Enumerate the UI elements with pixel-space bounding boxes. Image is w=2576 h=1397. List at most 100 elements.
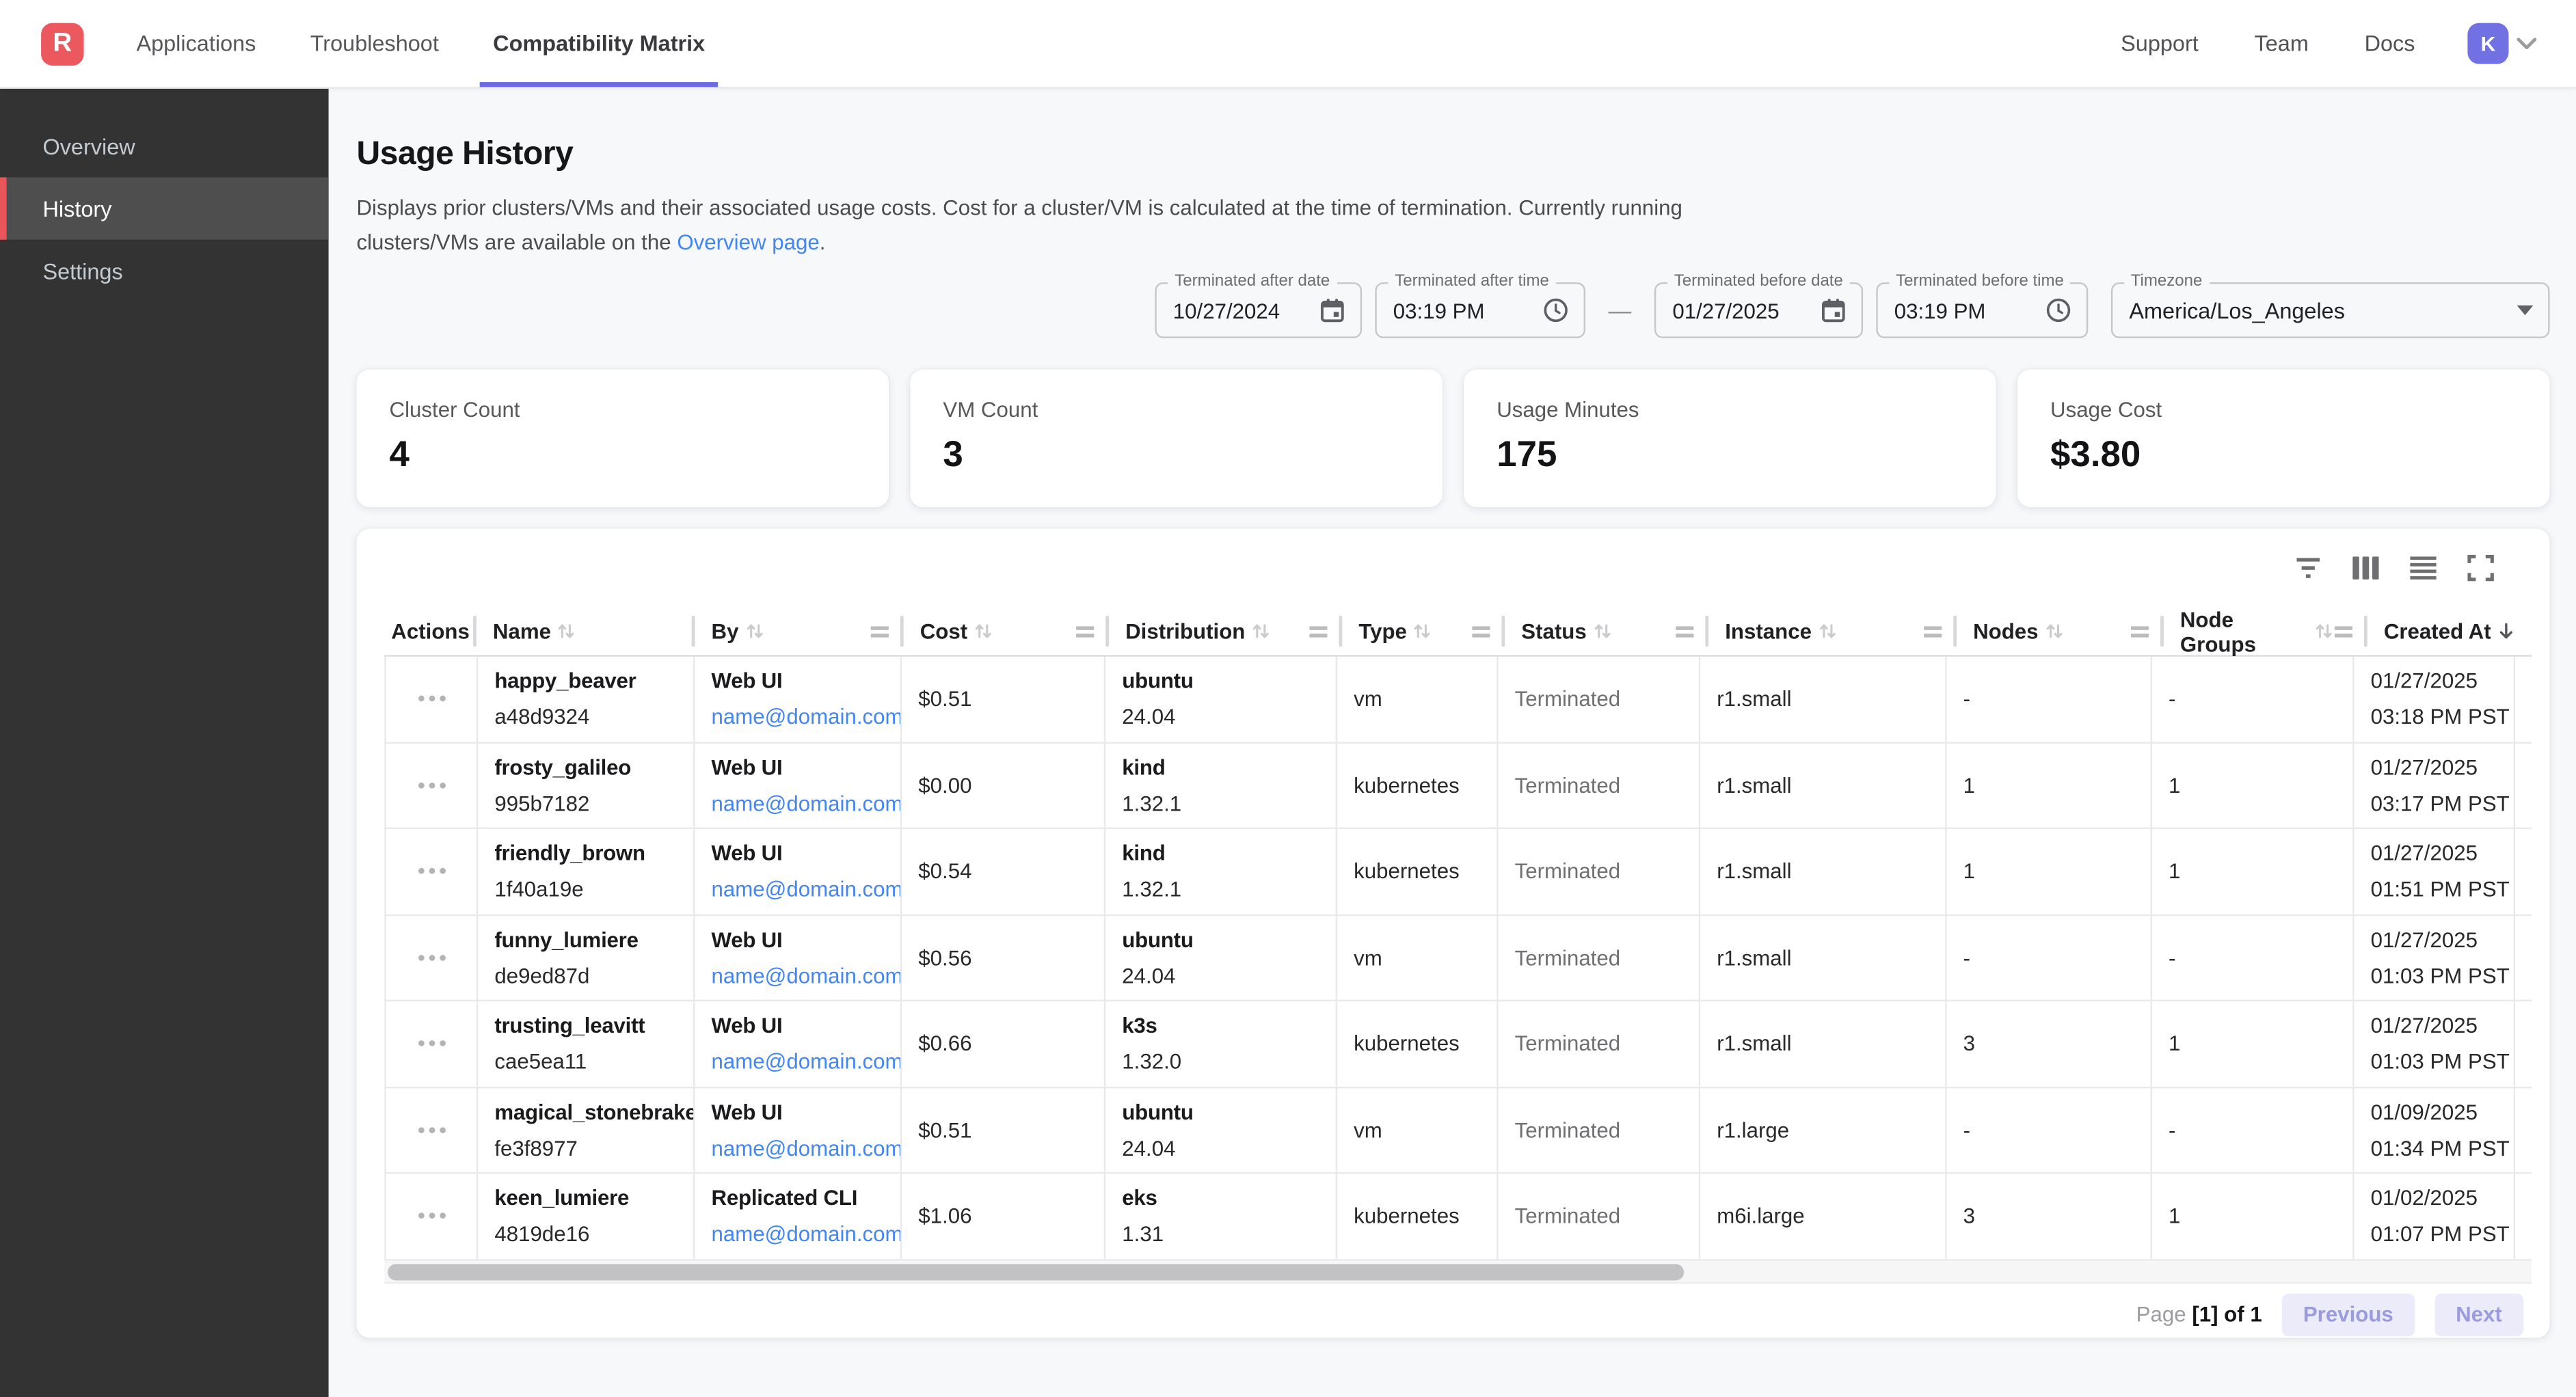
column-header-distribution[interactable]: Distribution (1109, 608, 1343, 655)
next-button[interactable]: Next (2434, 1292, 2524, 1335)
row-actions-cell (386, 742, 479, 828)
column-header-by[interactable]: By (695, 608, 904, 655)
sort-icon[interactable] (2313, 621, 2335, 642)
sort-icon[interactable] (1250, 621, 1272, 642)
sort-icon[interactable] (1816, 621, 1838, 642)
overview-page-link[interactable]: Overview page (677, 229, 820, 254)
calendar-icon[interactable] (1306, 297, 1345, 323)
nodes-cell: - (1947, 656, 2153, 742)
fullscreen-icon[interactable] (2465, 552, 2497, 584)
email-link[interactable]: name@domain.com (711, 791, 902, 816)
page-description: Displays prior clusters/VMs and their as… (356, 192, 2549, 259)
tab-compatibility-matrix[interactable]: Compatibility Matrix (479, 0, 719, 87)
account-menu[interactable]: K (2467, 23, 2537, 64)
terminated-before-date-field[interactable]: Terminated before date 01/27/2025 (1654, 272, 1864, 338)
column-label: Name (492, 619, 552, 644)
node-groups-cell: 1 (2152, 742, 2354, 828)
ellipsis-icon (417, 696, 445, 702)
avatar[interactable]: K (2467, 23, 2509, 64)
ellipsis-icon (417, 1212, 445, 1219)
column-header-instance[interactable]: Instance (1708, 608, 1957, 655)
chevron-down-icon[interactable] (2517, 38, 2537, 50)
sort-desc-icon[interactable] (2496, 621, 2517, 642)
sort-icon[interactable] (556, 621, 577, 642)
column-header-nodes[interactable]: Nodes (1957, 608, 2164, 655)
terminated-before-time-field[interactable]: Terminated before time 03:19 PM (1876, 272, 2089, 338)
terminated-after-time-field[interactable]: Terminated after time 03:19 PM (1375, 272, 1585, 338)
table-row: happy_beaver a48d9324 Web UI name@domain… (384, 656, 2532, 743)
column-menu-icon[interactable] (2130, 625, 2149, 638)
caret-down-icon[interactable] (2504, 305, 2534, 316)
timezone-select[interactable]: Timezone America/Los_Angeles (2110, 272, 2550, 338)
row-actions-cell (386, 1174, 479, 1259)
tab-applications[interactable]: Applications (136, 31, 256, 56)
sort-icon[interactable] (744, 621, 765, 642)
cost-cell: $0.66 (902, 1001, 1106, 1086)
type-cell: kubernetes (1337, 742, 1499, 828)
stat-card-usage-minutes: Usage Minutes 175 (1464, 369, 1996, 508)
distribution-cell: ubuntu 24.04 (1105, 1087, 1338, 1172)
replicated-logo[interactable]: R (41, 23, 84, 66)
created-at-cell: 01/27/2025 01:03 PM PST (2354, 915, 2516, 1000)
email-link[interactable]: name@domain.com (711, 963, 902, 988)
ellipsis-icon (417, 868, 445, 875)
docs-link[interactable]: Docs (2364, 31, 2415, 56)
tab-troubleshoot[interactable]: Troubleshoot (310, 31, 439, 56)
column-menu-icon[interactable] (1076, 625, 1095, 638)
column-header-node-groups[interactable]: Node Groups (2164, 606, 2367, 656)
row-actions-button[interactable] (410, 1206, 453, 1227)
column-label: By (711, 619, 739, 644)
table-toolbar (356, 528, 2549, 607)
support-link[interactable]: Support (2121, 31, 2199, 56)
type-cell: vm (1337, 656, 1499, 742)
column-menu-icon[interactable] (1472, 625, 1490, 638)
sort-icon[interactable] (1412, 621, 1433, 642)
scrollbar-thumb[interactable] (388, 1263, 1685, 1280)
sidebar-item-settings[interactable]: Settings (42, 258, 123, 284)
sidebar-item-overview[interactable]: Overview (42, 133, 135, 159)
email-link[interactable]: name@domain.com (711, 705, 902, 730)
main-content: Usage History Displays prior clusters/VM… (329, 89, 2576, 1397)
previous-button[interactable]: Previous (2281, 1292, 2415, 1335)
row-actions-button[interactable] (410, 1119, 453, 1140)
sort-icon[interactable] (972, 621, 993, 642)
row-actions-button[interactable] (410, 947, 453, 968)
column-menu-icon[interactable] (1923, 625, 1942, 638)
column-header-status[interactable]: Status (1505, 608, 1709, 655)
field-label: Terminated before date (1667, 272, 1850, 291)
row-actions-button[interactable] (410, 774, 453, 796)
row-actions-button[interactable] (410, 860, 453, 882)
clock-icon[interactable] (2032, 297, 2072, 323)
row-actions-button[interactable] (410, 1033, 453, 1054)
email-link[interactable]: name@domain.com (711, 1221, 902, 1247)
sidebar-item-history[interactable]: History (0, 177, 329, 240)
email-link[interactable]: name@domain.com (711, 877, 902, 902)
columns-icon[interactable] (2349, 552, 2382, 584)
row-actions-button[interactable] (410, 688, 453, 709)
column-header-cost[interactable]: Cost (904, 608, 1110, 655)
clock-icon[interactable] (1529, 297, 1569, 323)
column-menu-icon[interactable] (1309, 625, 1328, 638)
column-header-actions[interactable]: Actions (384, 608, 477, 655)
team-link[interactable]: Team (2254, 31, 2309, 56)
column-header-name[interactable]: Name (477, 608, 695, 655)
cost-cell: $0.51 (902, 656, 1106, 742)
field-label: Terminated after time (1388, 272, 1556, 291)
calendar-icon[interactable] (1807, 297, 1847, 323)
terminated-after-date-field[interactable]: Terminated after date 10/27/2024 (1155, 272, 1363, 338)
column-menu-icon[interactable] (870, 625, 889, 638)
column-header-created-at[interactable]: Created At (2367, 608, 2530, 655)
column-header-type[interactable]: Type (1342, 608, 1505, 655)
sort-icon[interactable] (1592, 621, 1613, 642)
column-menu-icon[interactable] (1676, 625, 1694, 638)
sort-icon[interactable] (2043, 621, 2065, 642)
email-link[interactable]: name@domain.com (711, 1049, 902, 1074)
instance-cell: r1.small (1700, 656, 1947, 742)
description-line2: clusters/VMs are available on the Overvi… (356, 229, 826, 254)
data-grid: Actions Name By Cost Distribution Type S… (384, 606, 2532, 1260)
density-icon[interactable] (2406, 552, 2439, 584)
email-link[interactable]: name@domain.com (711, 1135, 902, 1161)
column-menu-icon[interactable] (2334, 625, 2353, 638)
filter-icon[interactable] (2292, 552, 2324, 584)
